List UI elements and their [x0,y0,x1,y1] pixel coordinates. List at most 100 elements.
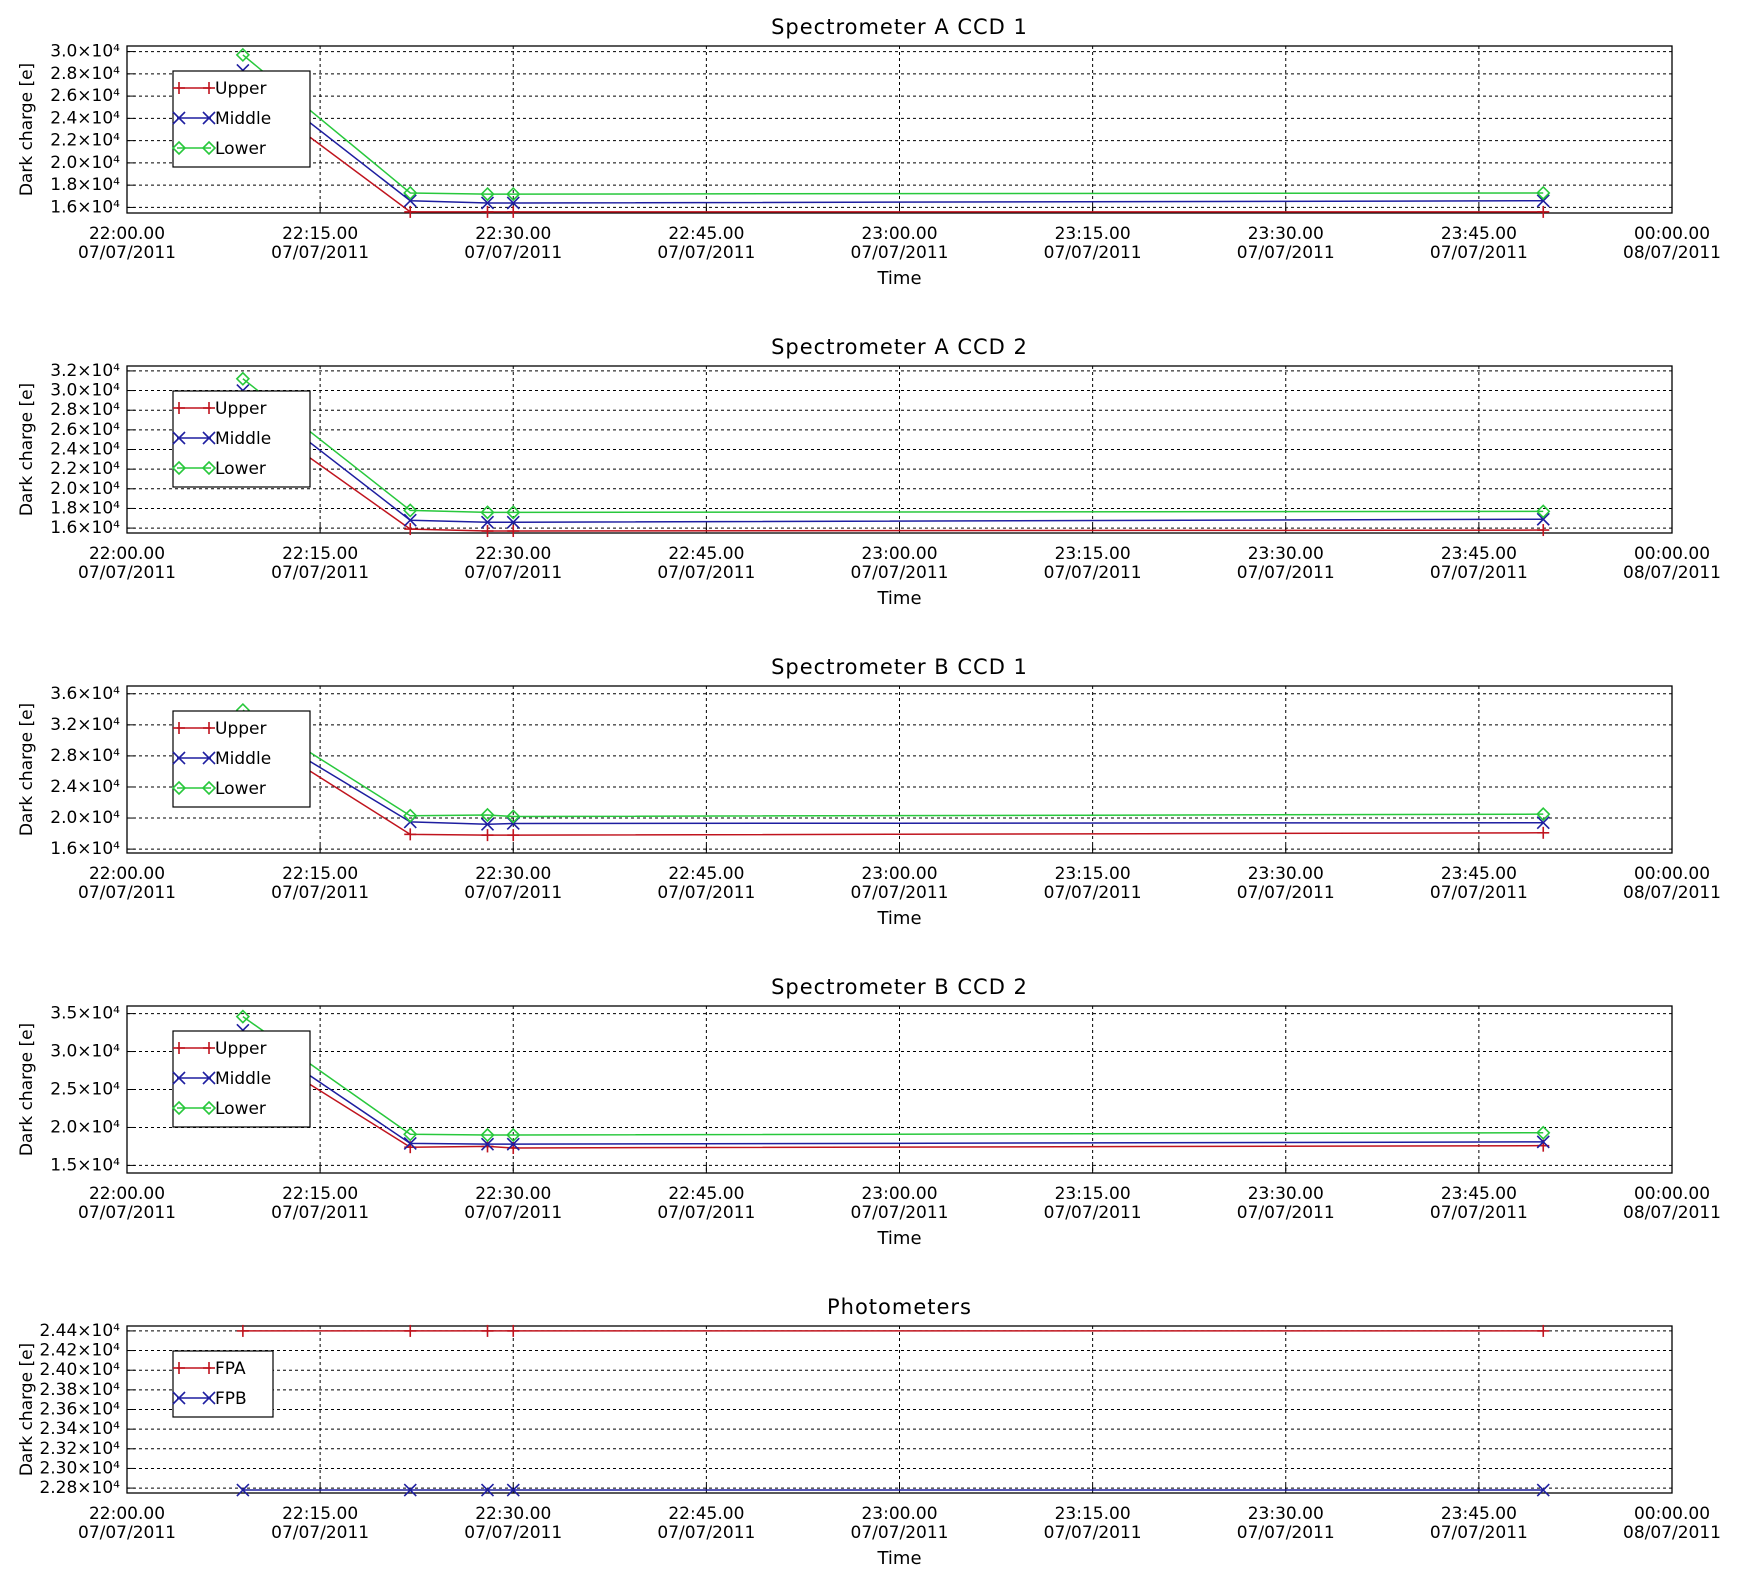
x-tick-label-time: 23:00.00 [861,1184,937,1204]
x-tick-label-time: 23:00.00 [861,1504,937,1524]
x-tick-label-date: 07/07/2011 [464,1523,562,1543]
y-tick-label: 1.6×10⁴ [50,518,120,538]
legend: Upper Middle Lower [171,390,311,488]
legend-label: Lower [215,779,266,799]
x-tick-label-date: 07/07/2011 [78,1523,176,1543]
legend-marker [172,111,186,125]
x-tick-label-date: 07/07/2011 [271,563,369,583]
legend-marker [202,1391,216,1405]
data-point [235,371,251,386]
y-tick-label: 1.6×10⁴ [50,839,120,859]
y-tick-label: 2.0×10⁴ [50,153,120,173]
x-tick-label-date: 07/07/2011 [464,563,562,583]
x-tick-label-time: 22:45.00 [668,864,744,884]
data-point [506,196,520,210]
series-fpb [236,1483,1550,1497]
legend: Upper Middle Lower [171,1030,311,1128]
plot-frame [126,685,1673,854]
x-axis-label: Time [876,1548,921,1569]
legend-marker [173,82,185,94]
legend-item-lower: Lower [171,139,266,159]
data-point [403,1136,417,1150]
x-tick-label-time: 23:30.00 [1248,544,1324,564]
legend-label: Middle [215,109,271,129]
x-tick-label-time: 00:00.00 [1634,1184,1710,1204]
x-tick-label-date: 07/07/2011 [851,563,949,583]
y-tick-label: 2.0×10⁴ [50,808,120,828]
legend-item-middle: Middle [172,429,271,449]
legend-label: Middle [215,429,271,449]
x-tick-label-date: 07/07/2011 [464,1203,562,1223]
legend-marker [202,111,216,125]
legend: Upper Middle Lower [171,70,311,168]
x-tick-label-time: 22:00.00 [89,1184,165,1204]
x-tick-label-date: 07/07/2011 [78,1203,176,1223]
x-tick-label-time: 23:00.00 [861,544,937,564]
x-tick-label-time: 22:45.00 [668,1184,744,1204]
x-tick-label-date: 07/07/2011 [271,1523,369,1543]
legend-item-lower: Lower [171,779,266,799]
legend-item-middle: Middle [172,749,271,769]
plot-frame [126,1005,1673,1174]
x-tick-label-time: 22:15.00 [282,1184,358,1204]
data-point [404,1324,417,1337]
x-tick-label-time: 23:45.00 [1441,864,1517,884]
chart-svg: Spectrometer A CCD 1 1.6×10⁴1.8×10⁴2.0×10… [17,15,1721,289]
chart-title: Spectrometer A CCD 1 [771,15,1028,39]
series-lower [235,1009,1551,1143]
series-line [242,378,1544,514]
y-tick-label: 2.2×10⁴ [50,131,120,151]
x-tick-label-time: 23:30.00 [1248,224,1324,244]
series-line [242,54,1544,195]
x-tick-label-date: 07/07/2011 [657,1523,755,1543]
data-point [1536,816,1550,830]
x-axis-label: Time [876,908,921,929]
plot-frame [126,1325,1673,1494]
y-tick-label: 2.40×10⁴ [39,1360,120,1380]
chart-svg: Spectrometer A CCD 2 1.6×10⁴1.8×10⁴2.0×10… [17,335,1721,609]
x-tick-label-time: 22:15.00 [282,864,358,884]
legend-marker [171,140,187,156]
y-tick-label: 2.32×10⁴ [39,1439,120,1459]
x-tick-label-time: 23:15.00 [1055,864,1131,884]
legend-marker [173,1042,185,1054]
y-tick-label: 2.6×10⁴ [50,86,120,106]
x-tick-label-date: 07/07/2011 [1237,883,1335,903]
y-tick-label: 3.0×10⁴ [50,42,120,62]
legend-marker [201,1100,217,1116]
legend-label: FPB [215,1389,247,1409]
legend-label: Upper [215,79,266,99]
legend-label: Upper [215,399,266,419]
x-tick-label-date: 07/07/2011 [1044,563,1142,583]
data-point [1537,524,1550,537]
x-tick-label-time: 22:15.00 [282,224,358,244]
data-point [506,186,521,202]
x-tick-label-date: 08/07/2011 [1623,1203,1721,1223]
legend-item-fpb: FPB [172,1389,247,1409]
series-line [242,1029,1544,1145]
series-line [242,720,1544,826]
x-tick-label-time: 23:15.00 [1055,1504,1131,1524]
data-point [480,505,495,520]
legend-marker [201,140,217,156]
series-fpa [236,1324,1550,1337]
x-tick-label-date: 07/07/2011 [1430,883,1528,903]
y-tick-label: 1.8×10⁴ [50,498,120,518]
series-line [242,69,1544,204]
x-axis-label: Time [876,588,921,609]
legend-marker [202,431,216,445]
data-point [1536,194,1550,208]
y-tick-label: 2.6×10⁴ [50,420,120,440]
legend-marker [203,82,215,94]
legend-label: Lower [215,139,266,159]
chart-title: Photometers [827,1295,972,1319]
y-axis-label: Dark charge [e] [17,1343,37,1476]
x-tick-label-date: 08/07/2011 [1623,243,1721,263]
data-point [403,185,418,201]
legend-item-lower: Lower [171,459,266,479]
legend-marker [173,722,185,734]
series-lower [235,371,1551,520]
chart-panel-4: Spectrometer B CCD 2 1.5×10⁴ 2.0×10⁴ 2.5×10… [0,960,1740,1275]
data-point [481,1324,494,1337]
legend-item-upper: Upper [173,1039,266,1059]
